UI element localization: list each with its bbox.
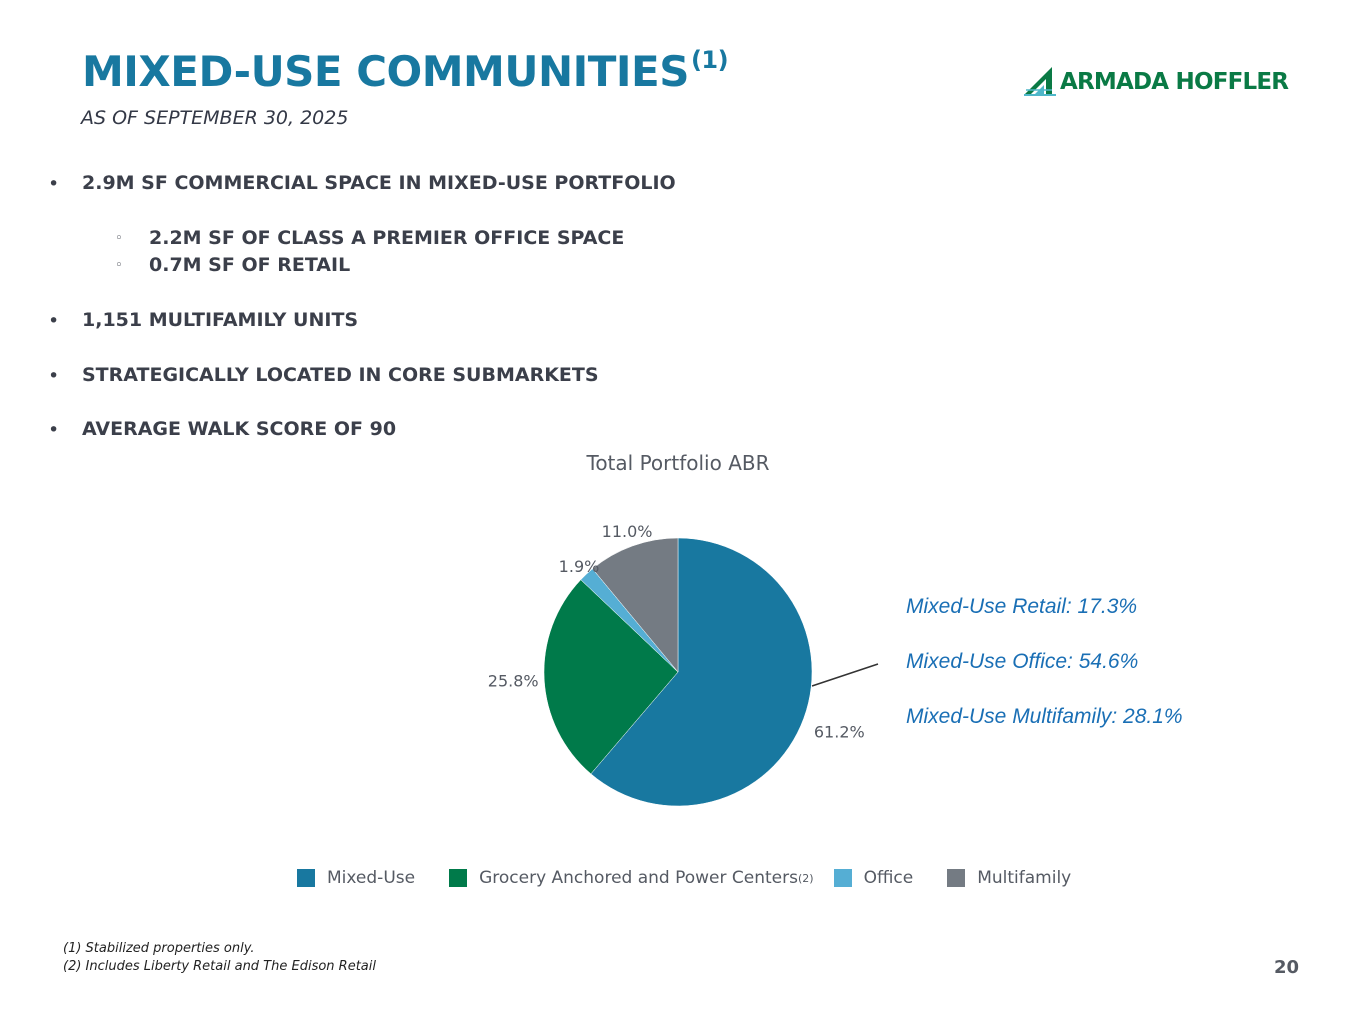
bullet-item: AVERAGE WALK SCORE OF 90 [82, 418, 397, 440]
page-title-footnote-ref: (1) [690, 46, 729, 74]
page-number: 20 [1274, 957, 1300, 978]
footnote-1: (1) Stabilized properties only. [63, 941, 255, 956]
legend-item-office: Office [833, 868, 914, 888]
pie-chart: Total Portfolio ABR 61.2% 25.8% 1.9%11.0% [488, 451, 879, 807]
slice-label: 1.9% [559, 557, 600, 576]
legend-label: Grocery Anchored and Power Centers [479, 868, 798, 888]
legend-swatch [297, 869, 315, 887]
slice-label: 11.0% [602, 522, 653, 541]
bullet-marker: • [48, 310, 60, 332]
armada-hoffler-logo-icon [1024, 67, 1056, 96]
company-logo-text: ARMADA HOFFLER [1060, 69, 1289, 95]
legend-label: Multifamily [977, 868, 1072, 888]
callout-mixed-use-multifamily: Mixed-Use Multifamily: 28.1% [906, 705, 1183, 728]
sub-bullet-item: 0.7M SF OF RETAIL [149, 254, 351, 276]
chart-legend: Mixed-Use Grocery Anchored and Power Cen… [297, 866, 1105, 890]
chart-title: Total Portfolio ABR [586, 451, 770, 475]
page-title: MIXED-USE COMMUNITIES(1) [82, 46, 729, 96]
bullet-item: 2.9M SF COMMERCIAL SPACE IN MIXED-USE PO… [82, 172, 676, 194]
legend-item-multifamily: Multifamily [947, 868, 1071, 888]
page-subtitle: AS OF SEPTEMBER 30, 2025 [81, 107, 349, 129]
callout-mixed-use-office: Mixed-Use Office: 54.6% [906, 650, 1139, 673]
page-title-text: MIXED-USE COMMUNITIES [82, 47, 689, 96]
legend-item-grocery-anchored: Grocery Anchored and Power Centers (2) [449, 868, 814, 888]
legend-label: Office [863, 868, 914, 888]
bullet-marker: • [48, 173, 60, 195]
callout-mixed-use-retail: Mixed-Use Retail: 17.3% [906, 595, 1138, 618]
slice-label: 61.2% [814, 723, 865, 742]
sub-bullet-marker: ◦ [115, 258, 123, 273]
callout-leader-line [811, 663, 879, 687]
legend-item-mixed-use: Mixed-Use [297, 868, 415, 888]
legend-swatch [947, 869, 966, 887]
slice-multifamily [592, 537, 679, 673]
legend-swatch [449, 869, 468, 887]
legend-swatch [833, 869, 852, 887]
slice-grocery-anchored [543, 579, 679, 775]
slice-label: 25.8% [488, 672, 539, 691]
footnote-2: (2) Includes Liberty Retail and The Edis… [63, 959, 376, 974]
slice-mixed-use [590, 537, 813, 807]
bullet-marker: • [48, 419, 60, 441]
legend-label: Mixed-Use [327, 868, 416, 888]
bullet-marker: • [48, 365, 60, 387]
bullet-item: 1,151 MULTIFAMILY UNITS [82, 309, 359, 331]
bullet-item: STRATEGICALLY LOCATED IN CORE SUBMARKETS [82, 364, 599, 386]
sub-bullet-item: 2.2M SF OF CLASS A PREMIER OFFICE SPACE [149, 227, 625, 249]
legend-footnote-ref: (2) [798, 871, 814, 885]
company-logo: ARMADA HOFFLER [1022, 63, 1302, 99]
sub-bullet-marker: ◦ [115, 231, 123, 246]
